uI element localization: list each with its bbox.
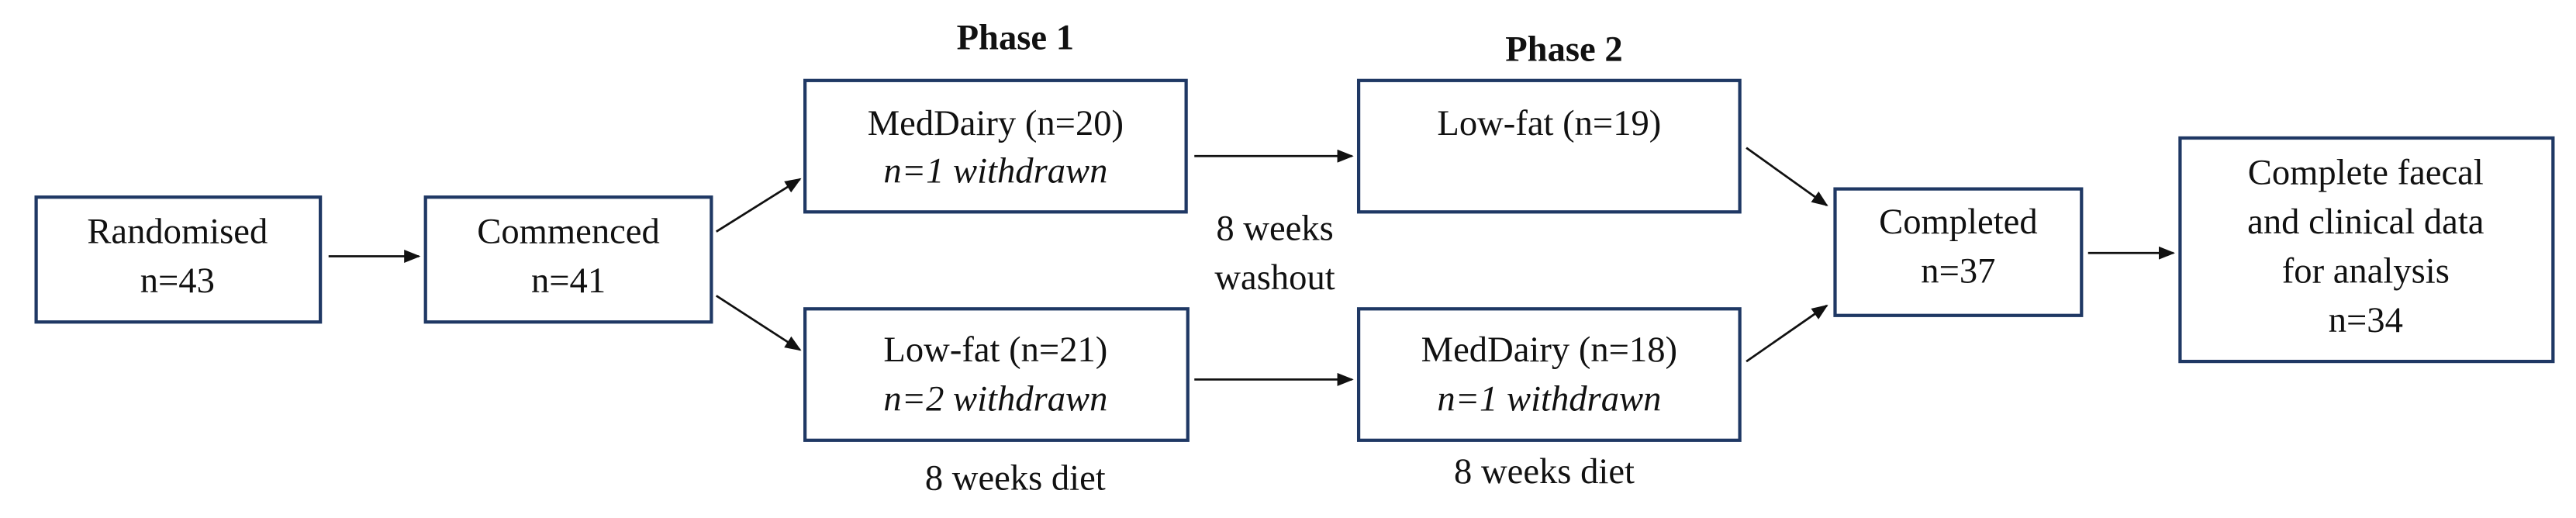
node-box <box>423 195 713 324</box>
node-text: Commenced <box>477 212 660 252</box>
node-note: n=2 withdrawn <box>883 379 1107 420</box>
node-text: Complete faecal <box>2248 152 2484 192</box>
node-text: Completed <box>1879 202 2037 242</box>
arrow <box>1746 147 1828 207</box>
node-text: n=37 <box>1921 250 1995 291</box>
phase-label: Phase 1 <box>957 18 1074 58</box>
node-text: n=41 <box>531 261 606 301</box>
node-text: Low-fat (n=19) <box>1437 103 1661 143</box>
node-text: Randomised <box>87 212 268 252</box>
node-text: Low-fat (n=21) <box>883 330 1107 370</box>
node-text: and clinical data <box>2247 202 2484 242</box>
node-box <box>34 195 323 324</box>
arrow <box>715 178 802 233</box>
annotation: washout <box>1214 257 1335 298</box>
node-box <box>1356 78 1742 214</box>
node-box <box>1356 307 1742 442</box>
node-text: for analysis <box>2282 250 2450 291</box>
node-box <box>803 78 1188 214</box>
node-text: n=34 <box>2329 300 2403 340</box>
arrow <box>1746 304 1828 363</box>
node-box <box>1833 187 2084 317</box>
arrow <box>715 295 802 351</box>
phase-label: Phase 2 <box>1505 29 1622 69</box>
annotation: 8 weeks diet <box>925 458 1106 498</box>
node-box <box>803 307 1190 442</box>
node-note: n=1 withdrawn <box>1437 379 1661 420</box>
node-note: n=1 withdrawn <box>883 150 1107 191</box>
node-text: MedDairy (n=18) <box>1421 330 1677 370</box>
annotation: 8 weeks diet <box>1454 451 1635 492</box>
node-text: n=43 <box>140 261 215 301</box>
node-text: MedDairy (n=20) <box>868 103 1124 143</box>
node-box <box>2178 136 2555 364</box>
annotation: 8 weeks <box>1216 208 1333 248</box>
